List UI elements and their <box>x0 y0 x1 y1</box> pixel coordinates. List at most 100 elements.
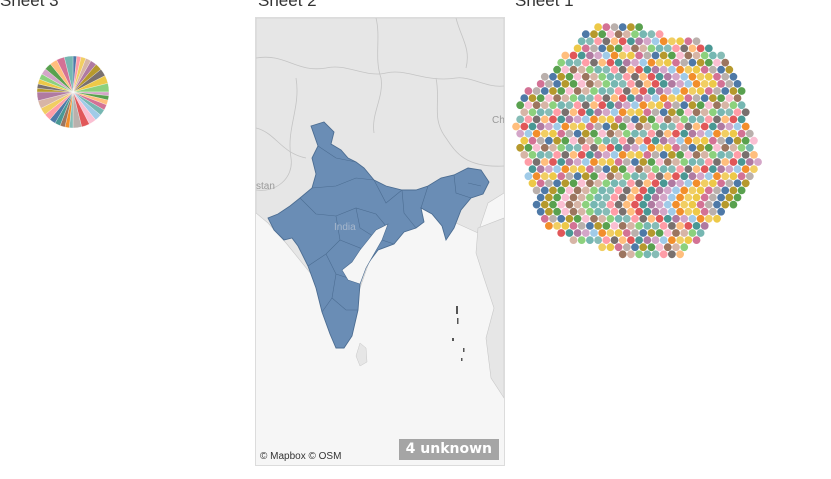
bubble[interactable] <box>581 44 590 53</box>
bubble[interactable] <box>639 101 648 110</box>
bubble[interactable] <box>549 87 557 95</box>
bubble[interactable] <box>717 80 725 88</box>
bubble[interactable] <box>618 94 627 102</box>
bubble[interactable] <box>561 80 570 88</box>
bubble[interactable] <box>655 87 664 95</box>
bubble[interactable] <box>565 200 574 209</box>
bubble[interactable] <box>643 136 652 145</box>
bubble[interactable] <box>741 179 750 188</box>
bubble[interactable] <box>622 58 631 67</box>
bubble[interactable] <box>684 136 693 145</box>
bubble[interactable] <box>643 222 652 230</box>
bubble[interactable] <box>663 143 672 152</box>
bubble[interactable] <box>725 108 734 117</box>
bubble[interactable] <box>721 72 730 81</box>
bubble[interactable] <box>606 158 615 166</box>
bubble[interactable] <box>717 165 725 174</box>
bubble[interactable] <box>721 101 730 110</box>
bubble[interactable] <box>704 129 713 138</box>
bubble[interactable] <box>696 229 705 237</box>
bubble[interactable] <box>680 172 689 181</box>
bubble[interactable] <box>569 94 578 102</box>
bubble[interactable] <box>651 222 660 230</box>
bubble[interactable] <box>733 108 742 117</box>
bubble[interactable] <box>622 129 631 138</box>
bubble[interactable] <box>725 151 734 159</box>
bubble[interactable] <box>643 65 652 74</box>
bubble[interactable] <box>577 165 586 174</box>
bubble[interactable] <box>557 129 566 138</box>
bubble[interactable] <box>741 136 750 145</box>
bubble[interactable] <box>688 172 697 181</box>
bubble[interactable] <box>606 229 615 237</box>
bubble[interactable] <box>577 136 586 145</box>
bubble[interactable] <box>557 72 566 81</box>
bubble[interactable] <box>688 115 697 124</box>
bubble[interactable] <box>635 51 643 60</box>
bubble[interactable] <box>602 80 611 88</box>
bubble[interactable] <box>520 94 529 102</box>
bubble[interactable] <box>614 87 623 95</box>
bubble[interactable] <box>741 151 750 159</box>
bubble[interactable] <box>745 172 754 181</box>
bubble[interactable] <box>696 143 705 152</box>
bubble[interactable] <box>577 222 586 230</box>
bubble[interactable] <box>540 172 549 181</box>
bubble[interactable] <box>676 236 684 245</box>
bubble[interactable] <box>668 51 676 60</box>
bubble[interactable] <box>659 94 668 102</box>
bubble[interactable] <box>565 129 574 138</box>
bubble[interactable] <box>684 207 693 216</box>
bubble[interactable] <box>627 236 635 245</box>
bubble[interactable] <box>668 165 676 174</box>
bubble[interactable] <box>627 23 635 31</box>
bubble[interactable] <box>622 115 631 124</box>
bubble[interactable] <box>754 158 762 166</box>
bubble[interactable] <box>704 101 713 110</box>
bubble[interactable] <box>622 87 631 95</box>
bubble[interactable] <box>704 115 713 124</box>
bubble[interactable] <box>659 122 668 131</box>
bubble[interactable] <box>549 115 557 124</box>
bubble[interactable] <box>721 115 730 124</box>
bubble[interactable] <box>672 101 680 110</box>
bubble[interactable] <box>696 44 705 53</box>
bubble[interactable] <box>524 158 533 166</box>
bubble[interactable] <box>610 236 619 245</box>
bubble[interactable] <box>590 30 598 39</box>
bubble[interactable] <box>549 200 557 209</box>
bubble[interactable] <box>663 172 672 181</box>
bubble[interactable] <box>516 129 525 138</box>
bubble[interactable] <box>635 80 643 88</box>
bubble[interactable] <box>565 214 574 223</box>
bubble[interactable] <box>557 143 566 152</box>
sheet-title-2[interactable]: Sheet 2 <box>258 0 317 10</box>
bubble[interactable] <box>536 193 545 202</box>
bubble[interactable] <box>573 44 582 53</box>
bubble[interactable] <box>631 58 639 67</box>
bubble[interactable] <box>700 165 709 174</box>
bubble[interactable] <box>676 37 684 46</box>
bubble[interactable] <box>709 122 717 131</box>
bubble[interactable] <box>672 87 680 95</box>
bubble[interactable] <box>569 207 578 216</box>
bubble[interactable] <box>586 207 594 216</box>
bubble[interactable] <box>680 101 689 110</box>
bubble[interactable] <box>536 151 545 159</box>
bubble[interactable] <box>713 214 721 223</box>
bubble[interactable] <box>659 108 668 117</box>
bubble[interactable] <box>553 122 561 131</box>
bubble[interactable] <box>586 165 594 174</box>
bubble[interactable] <box>676 80 684 88</box>
bubble[interactable] <box>540 143 549 152</box>
bubble[interactable] <box>692 236 701 245</box>
bubble[interactable] <box>651 80 660 88</box>
bubble[interactable] <box>655 172 664 181</box>
bubble[interactable] <box>573 129 582 138</box>
bubble[interactable] <box>647 44 656 53</box>
bubble[interactable] <box>565 115 574 124</box>
bubble[interactable] <box>704 158 713 166</box>
bubble[interactable] <box>598 72 607 81</box>
pie-slice[interactable] <box>64 55 74 93</box>
bubble[interactable] <box>549 214 557 223</box>
